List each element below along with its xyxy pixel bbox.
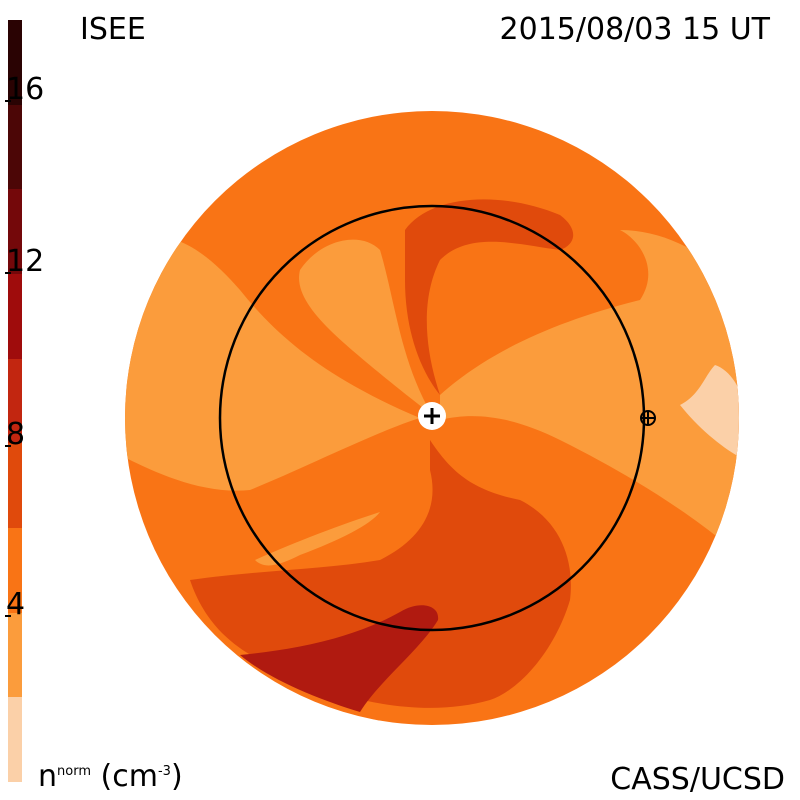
density-region-far-right	[680, 365, 739, 460]
density-region-upper-left-arm	[299, 239, 432, 415]
credit-label: CASS/UCSD	[610, 762, 785, 797]
units-rest: (cm	[91, 759, 158, 794]
density-region-lower-left-streak	[255, 512, 380, 566]
source-label: ISEE	[80, 12, 146, 47]
colorbar-band-6	[8, 189, 22, 274]
colorbar-band-1	[8, 612, 22, 698]
units-close: )	[170, 759, 183, 794]
density-region-upper-arm	[405, 199, 574, 395]
colorbar-band-5	[8, 274, 22, 359]
colorbar	[8, 20, 22, 782]
colorbar-band-2	[8, 528, 22, 613]
colorbar-band-0	[8, 697, 22, 782]
colorbar-band-3	[8, 443, 22, 528]
density-region-left	[125, 235, 420, 491]
sun-icon	[418, 402, 446, 430]
density-region-south-core	[240, 605, 439, 712]
density-region-right	[440, 230, 739, 560]
units-super: norm	[57, 764, 91, 779]
colorbar-band-7	[8, 104, 22, 190]
colorbar-tick-8: 8	[4, 417, 26, 452]
colorbar-tick-16: 16	[4, 72, 45, 107]
colorbar-band-8	[8, 20, 22, 105]
earth-icon	[640, 410, 656, 426]
colorbar-tick-4: 4	[4, 587, 26, 622]
units-exponent: -3	[157, 764, 171, 779]
colorbar-band-4	[8, 358, 22, 444]
units-label: nnorm (cm-3)	[38, 762, 183, 792]
colorbar-tick-12: 12	[4, 244, 45, 279]
units-base: n	[38, 759, 58, 794]
date-label: 2015/08/03 15 UT	[499, 12, 770, 47]
density-region-south	[190, 440, 571, 708]
